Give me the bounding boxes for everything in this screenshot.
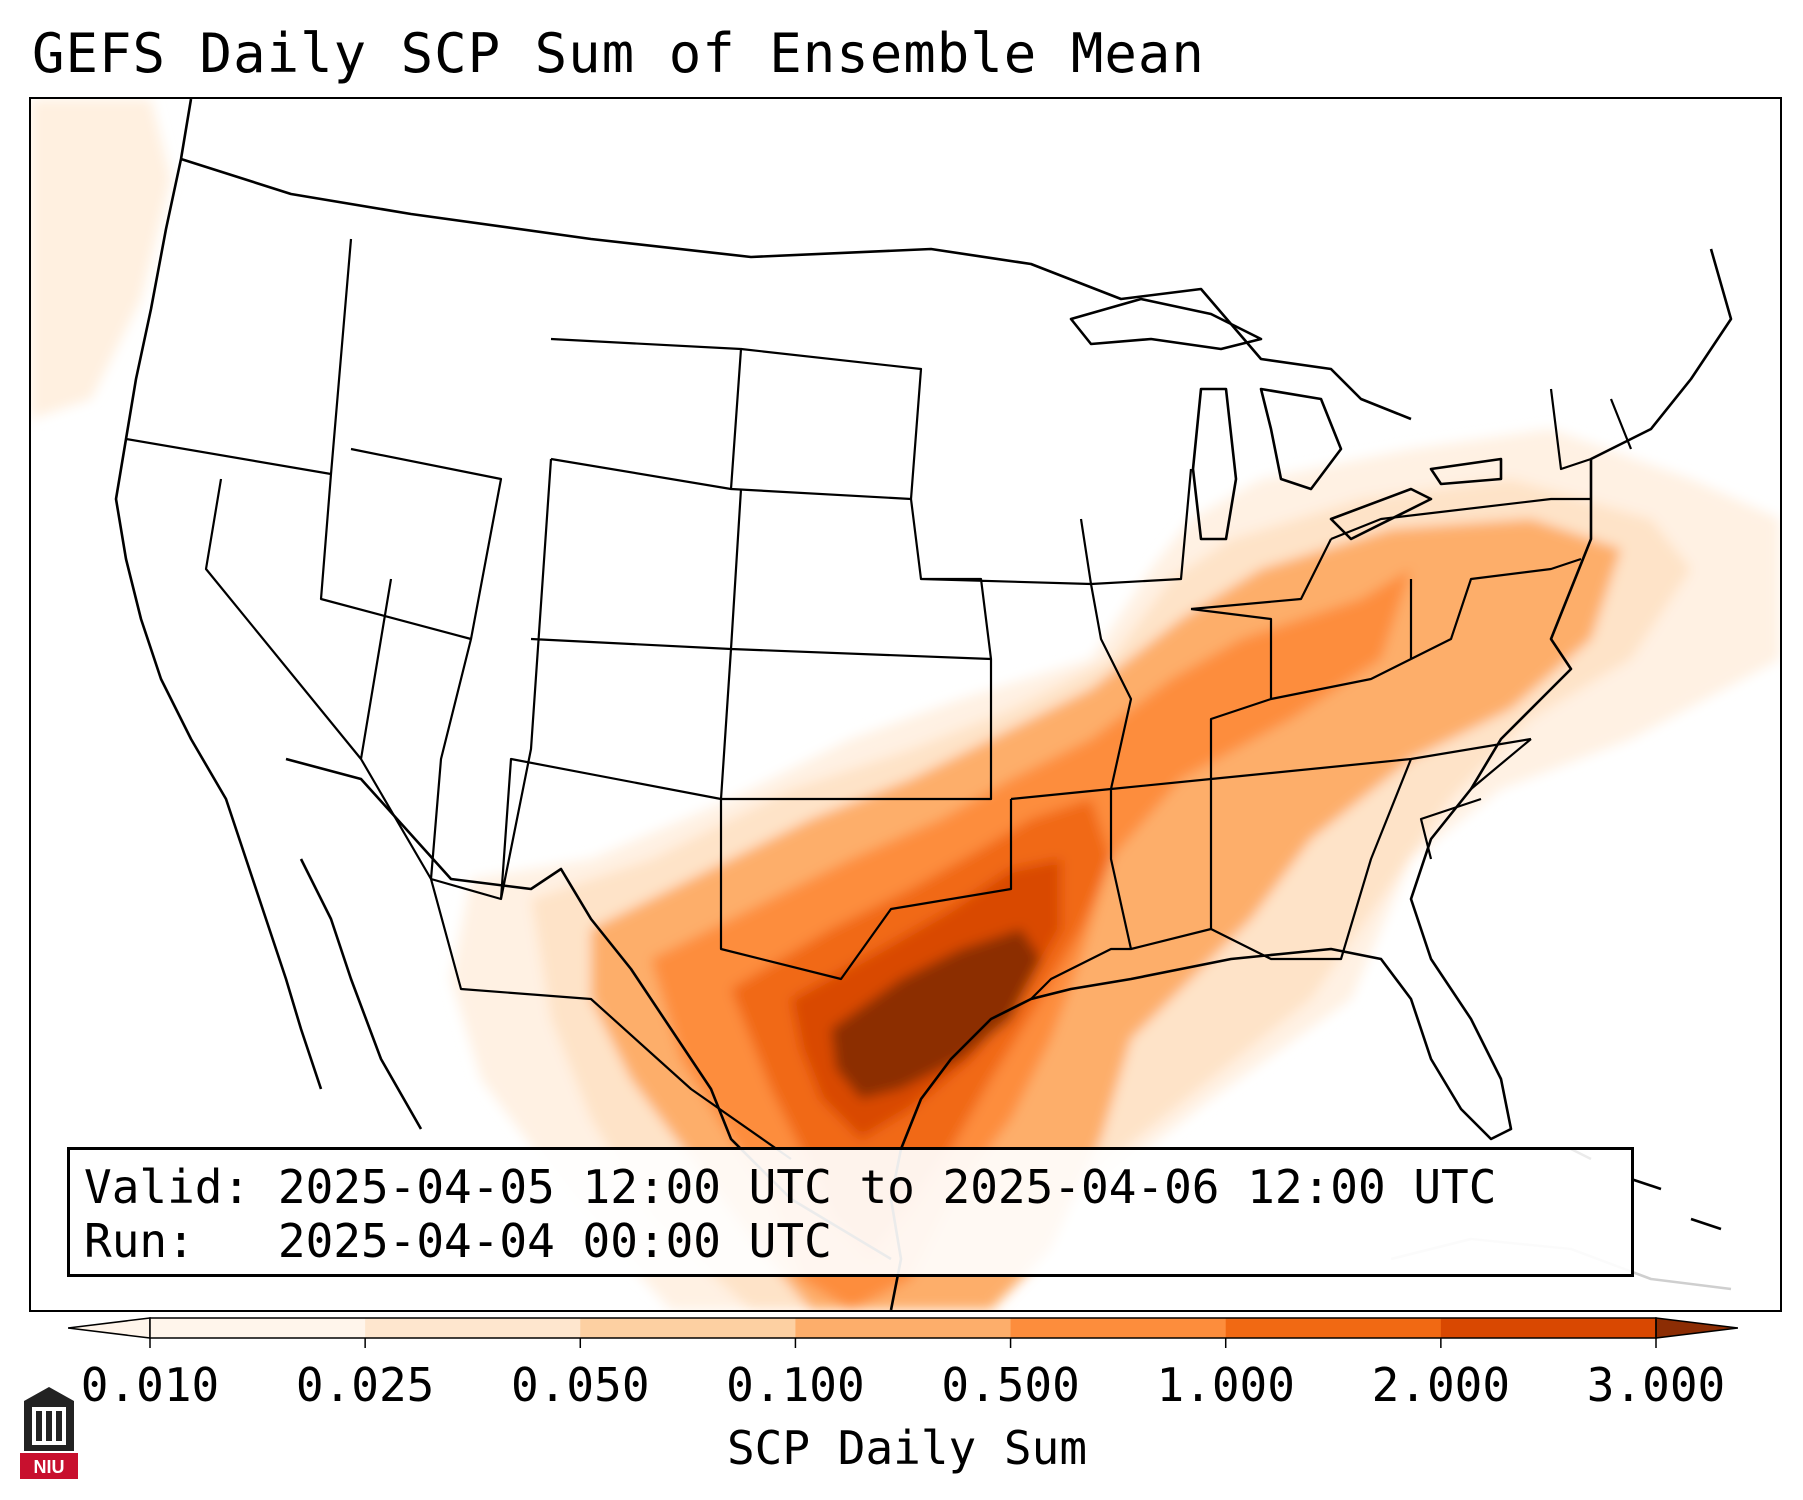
atlantic-coastline xyxy=(889,248,1733,1310)
colorbar-segment xyxy=(150,1318,366,1338)
valid-label: Valid: xyxy=(84,1160,251,1214)
map-panel xyxy=(29,97,1782,1312)
run-label: Run: xyxy=(84,1214,195,1268)
colorbar-tick-label: 1.000 xyxy=(1156,1358,1295,1412)
colorbar-tick-label: 0.010 xyxy=(80,1358,220,1412)
niu-logo: NIU xyxy=(20,1387,78,1479)
lake-superior xyxy=(1069,297,1263,351)
map-canvas xyxy=(31,99,1780,1310)
colorbar-segment xyxy=(1440,1318,1657,1338)
colorbar-tick-label: 0.050 xyxy=(511,1358,650,1412)
lake-michigan xyxy=(1191,387,1238,541)
colorbar-tick-label: 3.000 xyxy=(1586,1358,1726,1412)
colorbar-segment xyxy=(580,1318,796,1338)
valid-value: 2025-04-05 12:00 UTC to 2025-04-06 12:00… xyxy=(277,1160,1497,1214)
colorbar-tick-label: 0.100 xyxy=(726,1358,865,1412)
scp-shading xyxy=(31,99,1780,1310)
colorbar xyxy=(68,1317,1738,1348)
colorbar-segment xyxy=(1225,1318,1442,1338)
colorbar-extend-max xyxy=(1655,1317,1738,1339)
colorbar-label: SCP Daily Sum xyxy=(726,1421,1088,1475)
lake-huron xyxy=(1259,387,1343,491)
us-canada-border xyxy=(180,157,1412,421)
valid-run-info-box: Valid: 2025-04-05 12:00 UTC to 2025-04-0… xyxy=(67,1147,1634,1277)
baja-coastline xyxy=(299,858,423,1130)
colorbar-segment xyxy=(1010,1318,1227,1338)
map-title: GEFS Daily SCP Sum of Ensemble Mean xyxy=(32,22,1205,85)
pacific-coastline xyxy=(114,99,323,1090)
run-value: 2025-04-04 00:00 UTC xyxy=(277,1214,832,1268)
colorbar-segment xyxy=(365,1318,581,1338)
scp-level-0010-pacific xyxy=(31,99,171,419)
colorbar-outline xyxy=(149,1317,1657,1339)
colorbar-tick-label: 0.025 xyxy=(295,1358,435,1412)
state-lines xyxy=(125,238,1633,1160)
colorbar-segment xyxy=(795,1318,1012,1338)
niu-logo-text: NIU xyxy=(34,1457,65,1477)
colorbar-tick-label: 2.000 xyxy=(1371,1358,1511,1412)
colorbar-tick-label: 0.500 xyxy=(941,1358,1080,1412)
map-boundaries xyxy=(114,99,1733,1310)
scp-level-3000 xyxy=(831,929,1041,1099)
lake-ontario xyxy=(1429,457,1503,486)
lake-erie xyxy=(1329,487,1433,541)
colorbar-extend-min xyxy=(68,1317,151,1339)
